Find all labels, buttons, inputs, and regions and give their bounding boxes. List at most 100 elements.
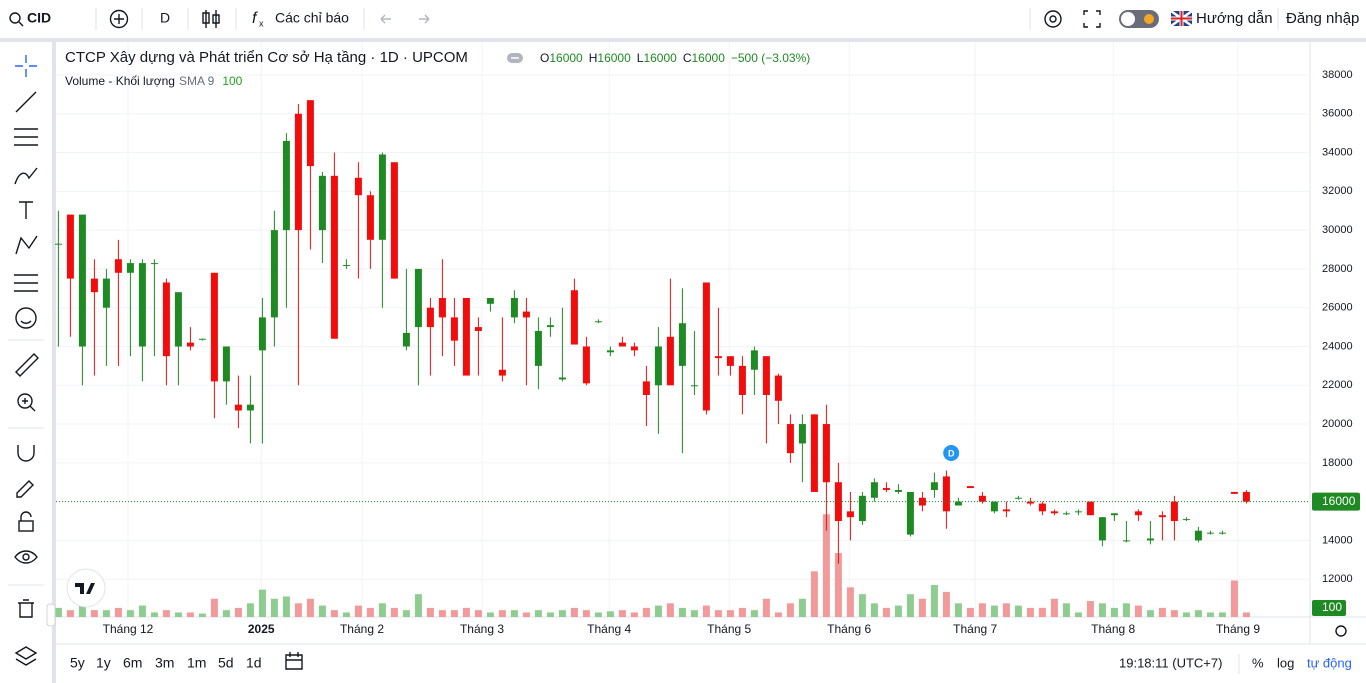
volume-bar	[498, 610, 506, 617]
candle-body	[1086, 501, 1094, 516]
candle-body	[762, 356, 770, 395]
date-range[interactable]	[285, 652, 303, 670]
volume-label: 100	[1322, 600, 1342, 614]
pattern-tool[interactable]	[15, 235, 38, 255]
volume-bar	[1026, 607, 1034, 617]
candle-body	[1182, 519, 1190, 521]
volume-bar	[1206, 612, 1214, 617]
volume-bar	[642, 607, 650, 617]
volume-bar	[234, 607, 242, 617]
candle-body	[1110, 513, 1118, 516]
undo[interactable]	[380, 14, 391, 24]
indicators[interactable]: Các chỉ báo	[275, 10, 349, 26]
volume-sma-value: 100	[222, 74, 242, 88]
delete-tool[interactable]	[18, 599, 34, 618]
hide-tool[interactable]	[14, 550, 38, 564]
candle-body	[426, 307, 434, 328]
zoom-tool[interactable]	[17, 393, 33, 409]
ohlc-value: 16000	[549, 51, 583, 65]
candle-body	[354, 177, 362, 196]
fx-icon[interactable]: f	[252, 10, 258, 27]
interval[interactable]: D	[160, 10, 170, 26]
x-tick-label: Tháng 12	[103, 622, 154, 636]
chart-style[interactable]	[202, 10, 220, 28]
candle-body	[690, 385, 698, 387]
magnet-tool[interactable]	[17, 445, 35, 462]
volume-bar	[942, 591, 950, 617]
brush-tool[interactable]	[14, 167, 38, 185]
volume-bar	[1002, 603, 1010, 617]
log-toggle[interactable]: log	[1277, 655, 1294, 670]
percent-toggle[interactable]: %	[1252, 655, 1264, 670]
event-marker[interactable]	[943, 445, 960, 461]
x-tick-label: Tháng 5	[707, 622, 751, 636]
candle-body	[930, 482, 938, 490]
prediction-tool[interactable]	[14, 274, 38, 292]
measure-tool[interactable]	[15, 353, 39, 377]
last-price-label: 16000	[1322, 494, 1356, 508]
volume-bar	[594, 612, 602, 617]
text-tool[interactable]	[19, 201, 33, 219]
ohlc-legend: O16000 H16000 L16000 C16000 −500 (−3.03%)	[540, 51, 810, 65]
candle-body	[558, 377, 566, 380]
fullscreen[interactable]	[1083, 10, 1101, 28]
add-symbol[interactable]	[109, 9, 129, 29]
x-tick-label: Tháng 4	[587, 622, 631, 636]
candle-body	[1014, 497, 1022, 499]
icon-tool[interactable]	[15, 307, 37, 329]
object-tree[interactable]	[14, 646, 38, 666]
axis-settings[interactable]	[1335, 625, 1347, 637]
volume-bar	[846, 587, 854, 617]
volume-bar	[54, 607, 62, 617]
range-button[interactable]: 5d	[218, 655, 234, 671]
range-button[interactable]: 1m	[187, 655, 206, 671]
volume-bar	[786, 603, 794, 617]
trend-line-tool[interactable]	[15, 91, 37, 113]
volume-legend: Volume - Khối lượng SMA 9 100	[65, 74, 243, 88]
x-tick-label: Tháng 7	[953, 622, 997, 636]
lock-drawing-tool[interactable]	[16, 480, 34, 498]
redo[interactable]	[419, 14, 430, 24]
volume-bar	[546, 612, 554, 617]
volume-bar	[1110, 607, 1118, 617]
volume-bar	[1122, 603, 1130, 617]
crosshair-tool[interactable]	[15, 55, 37, 77]
login[interactable]: Đăng nhập	[1286, 10, 1359, 27]
candle-body	[702, 282, 710, 411]
change: −500 (−3.03%)	[731, 51, 810, 65]
volume-bar	[606, 611, 614, 617]
candle-body	[798, 424, 806, 444]
volume-bar	[438, 610, 446, 617]
candle-body	[486, 298, 494, 304]
search-icon[interactable]	[9, 12, 21, 24]
symbol[interactable]: CID	[27, 10, 51, 26]
volume-bar	[522, 612, 530, 617]
volume-bar	[318, 605, 326, 617]
range-button[interactable]: 5y	[70, 655, 85, 671]
candle-body	[1062, 513, 1070, 515]
logo[interactable]	[66, 568, 106, 608]
candle-body	[582, 346, 590, 384]
candle-body	[222, 346, 230, 382]
volume-bar	[1146, 610, 1154, 617]
volume-bar	[294, 603, 302, 617]
lock-tool[interactable]	[18, 520, 34, 532]
fib-tool[interactable]	[14, 128, 38, 146]
y-tick-label: 12000	[1322, 573, 1353, 585]
candle-body	[834, 482, 842, 522]
candle-body	[66, 214, 74, 279]
candle-body	[198, 338, 206, 340]
candle-body	[858, 495, 866, 522]
range-button[interactable]: 1y	[96, 655, 111, 671]
candle-body	[990, 501, 998, 512]
flag	[1171, 11, 1192, 26]
range-button[interactable]: 1d	[246, 655, 262, 671]
guide[interactable]: Hướng dẫn	[1196, 10, 1273, 27]
range-button[interactable]: 3m	[155, 655, 174, 671]
auto-toggle[interactable]: tự động	[1307, 655, 1352, 670]
settings[interactable]	[1044, 10, 1062, 28]
candle-body	[210, 272, 218, 382]
collapse-handle[interactable]	[46, 603, 56, 627]
range-button[interactable]: 6m	[123, 655, 142, 671]
